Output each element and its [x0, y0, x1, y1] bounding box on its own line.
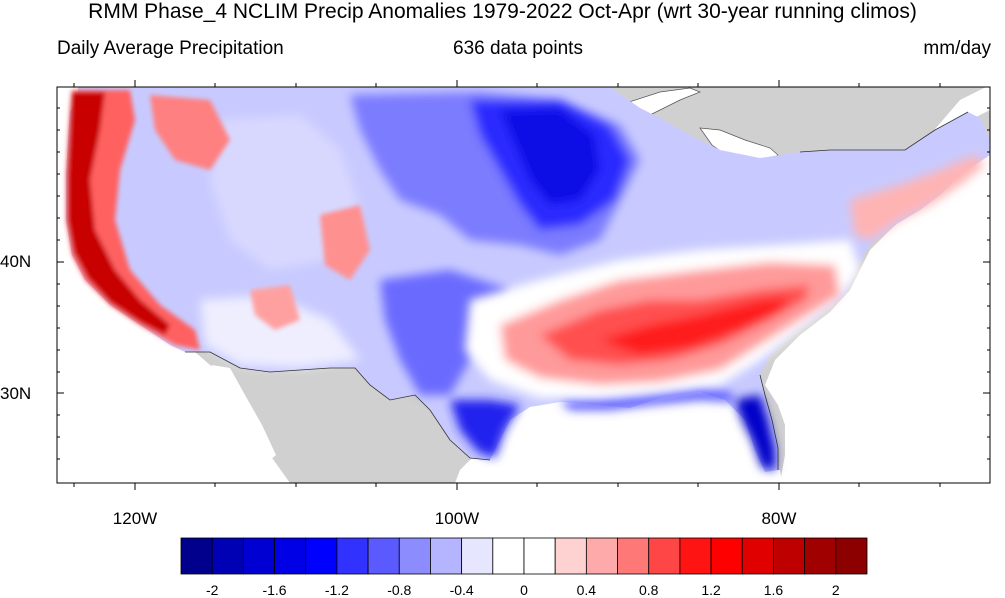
- colorbar-swatch: [741, 537, 774, 575]
- colorbar-swatch: [274, 537, 307, 575]
- colorbar-tick-label: 2: [831, 582, 840, 598]
- coastlines: [185, 111, 969, 470]
- gulf-of-california: [212, 365, 276, 460]
- colorbar-tick-label: 1.6: [763, 582, 784, 598]
- colorbar-tick-label: -0.4: [449, 582, 474, 598]
- colorbar-swatch: [211, 537, 244, 575]
- colorbar-swatch: [398, 537, 431, 575]
- pacific-ocean: [57, 87, 290, 483]
- colorbar-swatch: [305, 537, 338, 575]
- usa-anomaly-field: [66, 87, 990, 472]
- colorbar-swatch: [679, 537, 712, 575]
- colorbar-swatch: [336, 537, 369, 575]
- map-frame: [56, 86, 991, 484]
- colorbar-swatch: [585, 537, 618, 575]
- colorbar-tick-label: -1.2: [324, 582, 349, 598]
- colorbar-swatch: [523, 537, 556, 575]
- atlantic-ocean: [765, 145, 990, 483]
- colorbar-swatch: [710, 537, 743, 575]
- colorbar-tick-label: 0.4: [576, 582, 597, 598]
- colorbar-swatch: [430, 537, 463, 575]
- colorbar-swatch: [835, 537, 868, 575]
- red-idaho-mountains: [150, 95, 230, 170]
- blue-core: [500, 108, 600, 205]
- red-rockies: [320, 205, 370, 280]
- colorbar-swatch: [180, 537, 213, 575]
- colorbar-swatch: [492, 537, 525, 575]
- colorbar-swatch: [242, 537, 275, 575]
- colorbar-swatch: [648, 537, 681, 575]
- red-southeast-peak: [600, 298, 790, 355]
- colorbar-swatch: [367, 537, 400, 575]
- lat-label-40n: 40N: [0, 252, 32, 271]
- gulf-of-mexico: [455, 385, 782, 483]
- axis-ticks: [57, 80, 990, 490]
- colorbar-swatch: [554, 537, 587, 575]
- colorbar-swatch: [461, 537, 494, 575]
- red-west-coast-core: [68, 92, 170, 335]
- colorbar-tick-label: 0.8: [638, 582, 659, 598]
- colorbar-tick-label: 0: [520, 582, 528, 598]
- lon-label-120w: 120W: [112, 509, 158, 528]
- hudson-shore: [930, 87, 990, 135]
- colorbar-swatch: [804, 537, 837, 575]
- colorbar-tick-label: -2: [205, 582, 219, 598]
- white-southwest: [200, 295, 360, 368]
- colorbar-swatch: [617, 537, 650, 575]
- blue-gulf-coast: [560, 388, 735, 410]
- colorbar-tick-label: -1.6: [262, 582, 287, 598]
- subtitle-data-points: 636 data points: [453, 38, 583, 59]
- lat-label-30n: 30N: [0, 384, 32, 403]
- colorbar-tick-label: 1.2: [701, 582, 721, 598]
- map-title: RMM Phase_4 NCLIM Precip Anomalies 1979-…: [88, 0, 917, 23]
- colorbar-tick-label: -0.8: [387, 582, 412, 598]
- subtitle-variable: Daily Average Precipitation: [57, 38, 284, 59]
- lon-label-80w: 80W: [761, 509, 797, 528]
- blue-texas-coast: [450, 400, 520, 458]
- blue-florida: [735, 395, 775, 470]
- red-sierra-patch: [250, 285, 300, 330]
- subtitle-units: mm/day: [923, 38, 991, 59]
- colorbar-swatch: [773, 537, 806, 575]
- red-northeast: [850, 155, 985, 240]
- colorbar: [180, 537, 868, 575]
- lon-label-100w: 100W: [434, 509, 480, 528]
- map-plot-area: [57, 87, 990, 483]
